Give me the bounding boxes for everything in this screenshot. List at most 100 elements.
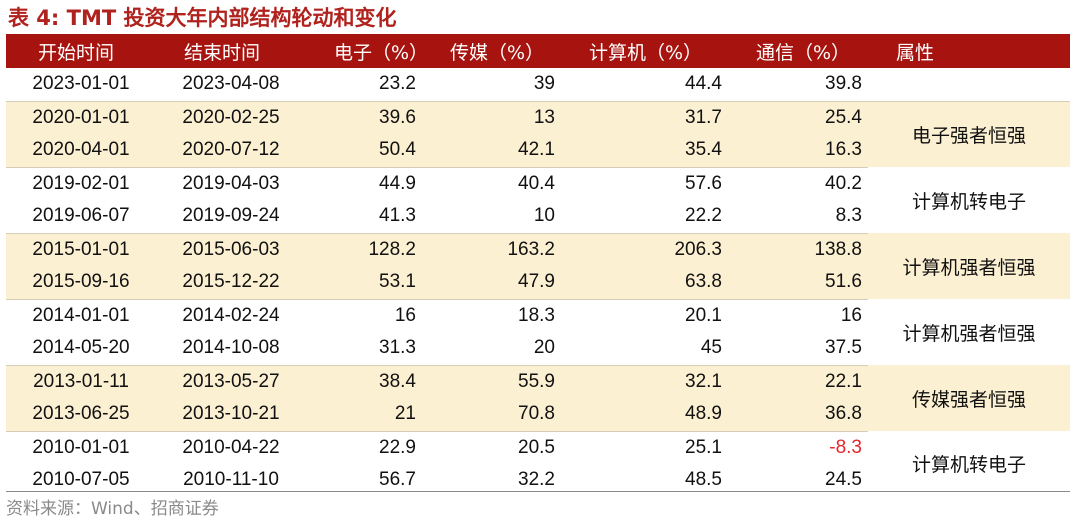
cell-telecom: 138.8 (728, 233, 868, 266)
table-title: 表 4: TMT 投资大年内部结构轮动和变化 (8, 6, 397, 30)
cell-start-date: 2023-01-01 (6, 68, 156, 102)
cell-attribute: 电子强者恒强 (868, 101, 1070, 167)
cell-computer: 20.1 (685, 304, 722, 326)
cell-electronics: 21 (306, 398, 422, 432)
cell-end-date: 2019-04-03 (182, 172, 280, 194)
cell-electronics: 39.6 (306, 101, 422, 134)
cell-telecom-negative: -8.3 (829, 436, 862, 458)
cell-media: 32.2 (518, 469, 555, 491)
cell-electronics: 31.3 (306, 332, 422, 366)
cell-computer: 32.1 (561, 365, 728, 398)
header-telecom: 通信（%） (756, 41, 851, 64)
cell-computer: 31.7 (561, 101, 728, 134)
cell-computer: 48.5 (685, 469, 722, 491)
cell-start-date: 2013-01-11 (6, 365, 156, 398)
cell-telecom: 25.4 (728, 101, 868, 134)
cell-attribute: 计算机转电子 (911, 190, 1026, 213)
cell-telecom: 24.5 (825, 469, 862, 491)
table-row: 2015-09-16 2015-12-22 53.1 47.9 63.8 51.… (6, 266, 1070, 300)
cell-end-date: 2014-10-08 (156, 332, 306, 366)
cell-electronics: 128.2 (306, 233, 422, 266)
cell-telecom: 8.3 (728, 200, 868, 234)
table-row: 2014-05-20 2014-10-08 31.3 20 45 37.5 (6, 332, 1070, 366)
table-row: 2013-06-25 2013-10-21 21 70.8 48.9 36.8 (6, 398, 1070, 432)
cell-end-date: 2014-02-24 (182, 304, 280, 326)
table-row: 2014-01-01 2014-02-24 16 18.3 20.1 16 计算… (6, 299, 1070, 345)
cell-start-date: 2020-01-01 (6, 101, 156, 134)
cell-electronics: 50.4 (306, 134, 422, 168)
cell-media: 18.3 (518, 304, 555, 326)
header-computer: 计算机（%） (589, 41, 703, 64)
cell-electronics: 22.9 (379, 436, 416, 458)
header-media: 传媒（%） (450, 41, 545, 64)
cell-start-date: 2014-01-01 (32, 304, 130, 326)
cell-computer: 206.3 (561, 233, 728, 266)
header-electronics: 电子（%） (334, 41, 429, 64)
cell-media: 70.8 (422, 398, 561, 432)
header-attribute: 属性 (896, 41, 935, 64)
cell-media: 10 (422, 200, 561, 234)
cell-computer: 44.4 (561, 68, 728, 102)
cell-computer: 25.1 (685, 436, 722, 458)
cell-computer: 48.9 (561, 398, 728, 432)
cell-attribute: 传媒强者恒强 (868, 365, 1070, 431)
cell-start-date: 2013-06-25 (6, 398, 156, 432)
cell-media: 20.5 (518, 436, 555, 458)
cell-electronics: 16 (394, 304, 416, 326)
cell-computer: 63.8 (561, 266, 728, 300)
cell-media: 39 (422, 68, 561, 102)
table-row: 2019-02-01 2019-04-03 44.9 40.4 57.6 40.… (6, 167, 1070, 213)
cell-media: 40.4 (518, 172, 555, 194)
cell-telecom: 16 (840, 304, 862, 326)
cell-telecom: 16.3 (728, 134, 868, 168)
header-start-date: 开始时间 (38, 41, 115, 64)
cell-electronics: 56.7 (379, 469, 416, 491)
cell-attribute: 计算机转电子 (911, 454, 1026, 477)
cell-start-date: 2010-07-05 (32, 469, 130, 491)
cell-media: 163.2 (422, 233, 561, 266)
cell-start-date: 2020-04-01 (6, 134, 156, 168)
cell-computer: 45 (561, 332, 728, 366)
cell-attribute: 计算机强者恒强 (902, 322, 1036, 345)
source-note: 资料来源：Wind、招商证券 (6, 491, 1070, 519)
table-row: 2010-01-01 2010-04-22 22.9 20.5 25.1 -8.… (6, 431, 1070, 477)
cell-start-date: 2014-05-20 (6, 332, 156, 366)
cell-attribute-empty (868, 68, 1070, 102)
cell-electronics: 41.3 (306, 200, 422, 234)
cell-computer: 57.6 (685, 172, 722, 194)
cell-end-date: 2019-09-24 (156, 200, 306, 234)
cell-end-date: 2023-04-08 (156, 68, 306, 102)
cell-end-date: 2015-12-22 (156, 266, 306, 300)
cell-end-date: 2010-04-22 (182, 436, 280, 458)
cell-electronics: 53.1 (306, 266, 422, 300)
tmt-rotation-table: 开始时间 结束时间 电子（%） 传媒（%） 计算机（%） 通信（%） 属性 20… (6, 34, 1070, 497)
table-row: 2020-04-01 2020-07-12 50.4 42.1 35.4 16.… (6, 134, 1070, 168)
cell-end-date: 2013-10-21 (156, 398, 306, 432)
cell-telecom: 36.8 (728, 398, 868, 432)
cell-start-date: 2015-09-16 (6, 266, 156, 300)
cell-telecom: 22.1 (728, 365, 868, 398)
cell-start-date: 2015-01-01 (6, 233, 156, 266)
table-row: 2013-01-11 2013-05-27 38.4 55.9 32.1 22.… (6, 365, 1070, 431)
cell-electronics: 23.2 (306, 68, 422, 102)
cell-start-date: 2019-02-01 (32, 172, 130, 194)
cell-end-date: 2015-06-03 (156, 233, 306, 266)
header-row: 开始时间 结束时间 电子（%） 传媒（%） 计算机（%） 通信（%） 属性 (6, 34, 1070, 68)
table-row: 2023-01-01 2023-04-08 23.2 39 44.4 39.8 (6, 68, 1070, 102)
cell-telecom: 37.5 (728, 332, 868, 366)
cell-attribute: 计算机强者恒强 (868, 233, 1070, 299)
cell-media: 47.9 (422, 266, 561, 300)
cell-media: 55.9 (422, 365, 561, 398)
cell-telecom: 51.6 (728, 266, 868, 300)
cell-electronics: 44.9 (379, 172, 416, 194)
cell-end-date: 2013-05-27 (156, 365, 306, 398)
cell-start-date: 2010-01-01 (32, 436, 130, 458)
cell-media: 20 (422, 332, 561, 366)
cell-telecom: 40.2 (825, 172, 862, 194)
cell-end-date: 2020-02-25 (156, 101, 306, 134)
header-end-date: 结束时间 (184, 41, 261, 64)
table-row: 2020-01-01 2020-02-25 39.6 13 31.7 25.4 … (6, 101, 1070, 167)
table-row: 2019-06-07 2019-09-24 41.3 10 22.2 8.3 (6, 200, 1070, 234)
cell-computer: 22.2 (561, 200, 728, 234)
cell-end-date: 2010-11-10 (183, 469, 279, 491)
